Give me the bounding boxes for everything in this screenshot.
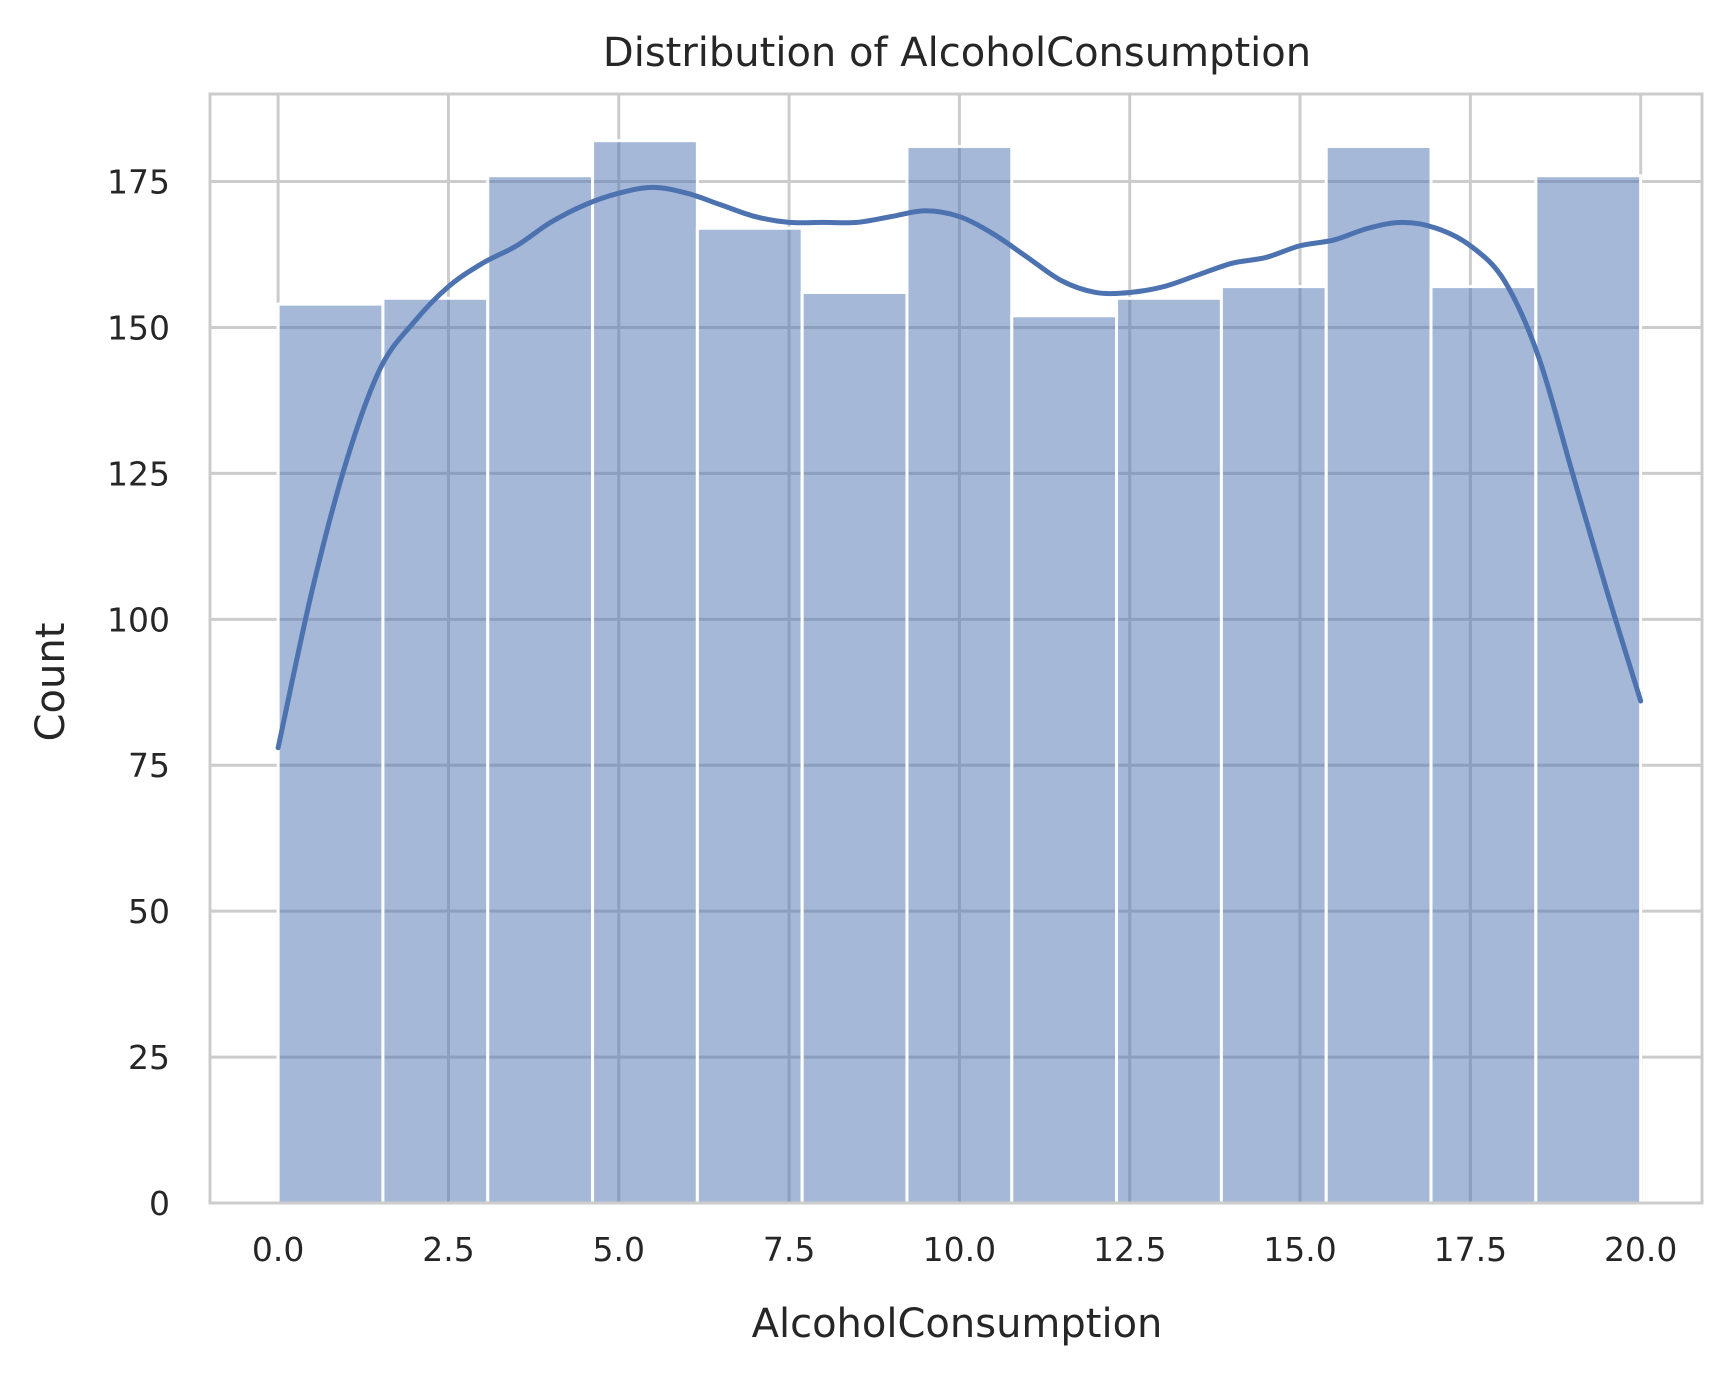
x-tick-labels: 0.0 2.5 5.0 7.5 10.0 12.5 15.0 17.5 20.0: [252, 1230, 1678, 1269]
histogram-bars: [276, 139, 1643, 1205]
x-tick-label: 7.5: [763, 1230, 815, 1269]
y-tick-label: 0: [149, 1184, 170, 1223]
y-tick-label: 125: [107, 454, 170, 493]
x-tick-label: 17.5: [1434, 1230, 1507, 1269]
histogram-bar: [1115, 296, 1223, 1205]
y-tick-label: 25: [128, 1038, 170, 1077]
histogram-bar: [381, 296, 490, 1205]
histogram-bar: [695, 226, 804, 1205]
histogram-bar: [1010, 314, 1119, 1205]
axes-frame: [208, 92, 1704, 1205]
x-tick-label: 20.0: [1604, 1230, 1677, 1269]
x-tick-label: 5.0: [593, 1230, 645, 1269]
x-tick-label: 15.0: [1263, 1230, 1336, 1269]
histogram-bar: [1219, 285, 1328, 1205]
histogram-bar: [591, 139, 699, 1205]
x-axis-label: AlcoholConsumption: [752, 1301, 1163, 1347]
y-tick-label: 175: [107, 163, 170, 202]
x-tick-label: 0.0: [252, 1230, 304, 1269]
histogram-bar: [276, 302, 385, 1205]
histogram-bar: [1534, 174, 1643, 1205]
histogram-bar: [486, 174, 595, 1205]
x-tick-label: 12.5: [1093, 1230, 1166, 1269]
histogram-bar: [1429, 285, 1538, 1205]
kde-curve-group: [275, 184, 1644, 751]
y-tick-label: 150: [107, 308, 170, 347]
y-tick-labels: 0 25 50 75 100 125 150 175: [107, 163, 170, 1223]
y-tick-label: 100: [107, 600, 170, 639]
axes-border: [208, 92, 1704, 1205]
y-axis-label: Count: [28, 623, 74, 742]
kde-curve: [275, 184, 1644, 751]
y-tick-label: 50: [128, 892, 170, 931]
histogram-bar: [800, 290, 909, 1205]
y-tick-label: 75: [128, 746, 170, 785]
histogram-bar: [905, 145, 1014, 1205]
histogram-bar: [1324, 145, 1433, 1205]
x-tick-label: 10.0: [923, 1230, 996, 1269]
chart-title: Distribution of AlcoholConsumption: [603, 30, 1311, 76]
x-tick-label: 2.5: [422, 1230, 474, 1269]
